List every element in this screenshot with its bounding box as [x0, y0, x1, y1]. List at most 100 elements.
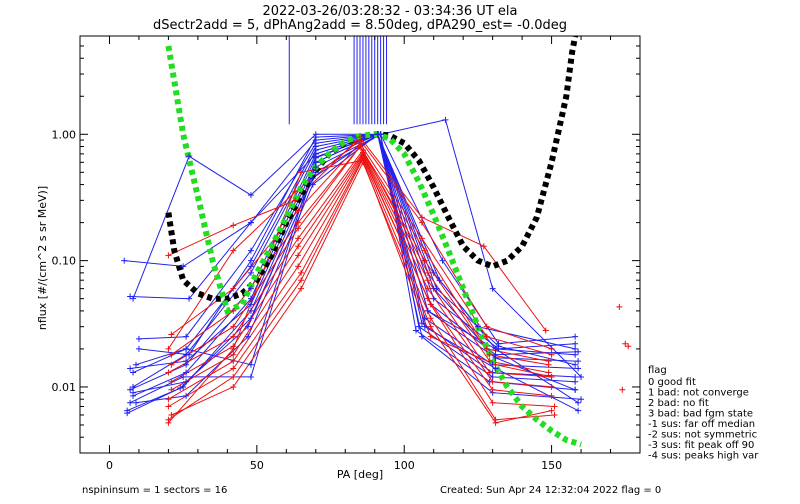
red-point-4-5 — [486, 351, 493, 358]
red-point-6-0 — [168, 378, 175, 385]
red-point-0-1 — [230, 222, 237, 229]
red-extra-point-2 — [625, 343, 632, 350]
blue-point-0-6 — [474, 323, 481, 330]
red-point-10-6 — [551, 411, 558, 418]
red-extra-point-1 — [622, 340, 629, 347]
blue-point-14-7 — [572, 333, 579, 340]
red-point-5-0 — [165, 369, 172, 376]
red-point-2-5 — [483, 333, 490, 340]
blue-point-0-1 — [180, 263, 187, 270]
blue-point-2-7 — [572, 351, 579, 358]
red-point-1-0 — [165, 345, 172, 352]
red-point-7-0 — [168, 386, 175, 393]
blue-point-10-5 — [413, 327, 419, 334]
red-point-5-2 — [295, 235, 302, 242]
legend-entry-4: -1 sus: far off median — [648, 419, 755, 430]
red-point-9-4 — [427, 301, 434, 308]
blue-point-2-1 — [186, 295, 193, 302]
blue-point-0-7 — [572, 345, 579, 352]
blue-point-8-2 — [247, 373, 254, 380]
legend-title: flag — [648, 365, 667, 376]
red-point-4-4 — [421, 257, 428, 264]
red-point-11-6 — [548, 407, 555, 414]
blue-point-14-2 — [247, 257, 254, 264]
red-point-1-5 — [483, 323, 490, 330]
blue-point-15-1 — [183, 345, 190, 352]
blue-point-7-5 — [421, 315, 428, 322]
blue-point-9-2 — [247, 307, 254, 314]
legend: flag 0 good fit 1 bad: not converge 2 ba… — [648, 365, 759, 462]
red-point-12-6 — [548, 373, 555, 380]
blue-curve-4 — [135, 133, 576, 366]
red-point-3-2 — [295, 219, 302, 226]
blue-point-13-1 — [183, 392, 190, 399]
blue-point-4-0 — [133, 361, 139, 368]
y-tick-label-0: 0.01 — [52, 381, 77, 394]
red-point-10-1 — [230, 373, 237, 380]
blue-point-12-3 — [309, 175, 316, 182]
blue-point-2-0 — [127, 293, 134, 300]
blue-point-0-5 — [430, 269, 437, 276]
red-point-0-5 — [480, 243, 487, 250]
red-point-5-6 — [545, 369, 552, 376]
blue-point-4-7 — [572, 340, 579, 347]
red-point-12-5 — [492, 361, 499, 368]
blue-curve-14 — [138, 133, 576, 356]
red-point-3-5 — [483, 345, 490, 352]
red-point-9-2 — [298, 269, 305, 276]
y-tick-label-1: 0.10 — [52, 255, 77, 268]
red-point-7-5 — [489, 378, 496, 385]
blue-point-12-2 — [245, 323, 251, 330]
red-point-0-0 — [165, 252, 172, 259]
red-point-12-4 — [427, 333, 434, 340]
red-curve-12 — [168, 159, 552, 424]
red-point-1-2 — [292, 188, 299, 195]
blue-point-11-0 — [127, 365, 134, 372]
blue-point-6-7 — [575, 358, 582, 365]
blue-point-12-5 — [421, 323, 428, 330]
blue-point-7-7 — [575, 365, 582, 372]
red-point-12-1 — [230, 345, 237, 352]
red-point-10-2 — [298, 277, 305, 284]
blue-point-14-5 — [439, 257, 446, 264]
blue-point-11-2 — [247, 301, 254, 308]
red-point-4-3 — [357, 143, 363, 150]
footer-left: nspininsum = 1 sectors = 16 — [82, 485, 227, 496]
blue-point-11-6 — [492, 345, 499, 352]
blue-point-14-3 — [312, 134, 319, 141]
blue-point-10-2 — [247, 315, 254, 322]
x-tick-label-2: 100 — [394, 459, 415, 472]
blue-point-13-7 — [578, 396, 585, 403]
x-tick-label-0: 0 — [106, 459, 113, 472]
blue-point-3-0 — [135, 335, 142, 342]
blue-point-8-0 — [127, 399, 134, 406]
legend-entry-1: 1 bad: not converge — [648, 388, 749, 399]
y-axis-label: nflux [#/(cm^2 s sr MeV)] — [36, 186, 49, 330]
blue-point-15-3 — [312, 154, 319, 161]
chart-subtitle: dSectr2add = 5, dPhAng2add = 8.50deg, dP… — [153, 18, 567, 33]
red-point-0-6 — [542, 327, 549, 334]
red-point-11-1 — [230, 383, 237, 390]
legend-entry-6: -3 sus: fit peak off 90 — [648, 440, 754, 451]
red-point-6-2 — [295, 243, 302, 250]
blue-point-11-5 — [424, 307, 431, 314]
red-point-11-4 — [427, 323, 434, 330]
red-point-1-6 — [548, 345, 555, 352]
blue-curve-1 — [132, 119, 582, 378]
red-point-10-4 — [427, 315, 434, 322]
blue-point-10-0 — [124, 410, 131, 417]
blue-point-13-2 — [245, 333, 251, 340]
legend-entry-0: 0 good fit — [648, 377, 696, 388]
blue-point-12-0 — [130, 389, 137, 396]
y-tick-label-2: 1.00 — [52, 128, 77, 141]
red-point-4-0 — [168, 361, 175, 368]
red-point-9-1 — [230, 365, 237, 372]
legend-entry-3: 3 bad: bad fgm state — [648, 409, 753, 420]
blue-point-13-0 — [133, 399, 139, 406]
red-point-8-6 — [548, 392, 555, 399]
red-point-7-1 — [230, 351, 237, 358]
blue-point-14-0 — [135, 345, 142, 352]
axis-layer: 0 50 100 150 0.01 0.10 1.00 — [52, 35, 641, 472]
red-point-2-1 — [230, 285, 237, 292]
